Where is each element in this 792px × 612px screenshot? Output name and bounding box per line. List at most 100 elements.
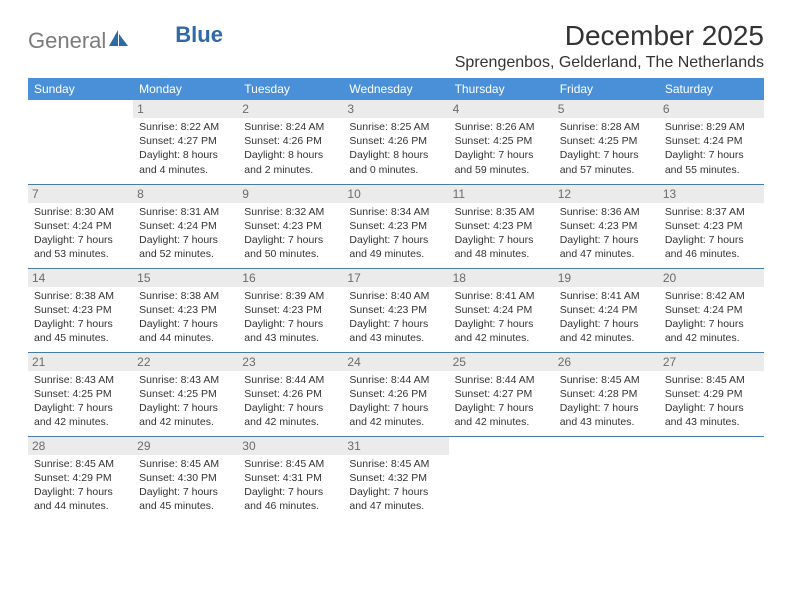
daylight-text: Daylight: 7 hours and 42 minutes.	[349, 401, 442, 429]
sunrise-text: Sunrise: 8:44 AM	[244, 373, 337, 387]
sunset-text: Sunset: 4:25 PM	[34, 387, 127, 401]
sunset-text: Sunset: 4:29 PM	[34, 471, 127, 485]
weekday-header: Wednesday	[343, 78, 448, 100]
sunrise-text: Sunrise: 8:39 AM	[244, 289, 337, 303]
sunrise-text: Sunrise: 8:32 AM	[244, 205, 337, 219]
day-number: 11	[449, 185, 554, 203]
calendar-day-cell: 18Sunrise: 8:41 AMSunset: 4:24 PMDayligh…	[449, 268, 554, 352]
calendar-day-cell: 21Sunrise: 8:43 AMSunset: 4:25 PMDayligh…	[28, 352, 133, 436]
daylight-text: Daylight: 7 hours and 43 minutes.	[349, 317, 442, 345]
sunrise-text: Sunrise: 8:41 AM	[560, 289, 653, 303]
calendar-day-cell: 16Sunrise: 8:39 AMSunset: 4:23 PMDayligh…	[238, 268, 343, 352]
sunrise-text: Sunrise: 8:34 AM	[349, 205, 442, 219]
daylight-text: Daylight: 7 hours and 46 minutes.	[244, 485, 337, 513]
day-number: 19	[554, 269, 659, 287]
calendar-day-cell: 2Sunrise: 8:24 AMSunset: 4:26 PMDaylight…	[238, 100, 343, 184]
calendar-day-cell: 12Sunrise: 8:36 AMSunset: 4:23 PMDayligh…	[554, 184, 659, 268]
daylight-text: Daylight: 7 hours and 43 minutes.	[560, 401, 653, 429]
day-number: 1	[133, 100, 238, 118]
sunrise-text: Sunrise: 8:26 AM	[455, 120, 548, 134]
day-details: Sunrise: 8:45 AMSunset: 4:29 PMDaylight:…	[665, 373, 758, 430]
day-details: Sunrise: 8:35 AMSunset: 4:23 PMDaylight:…	[455, 205, 548, 262]
sunset-text: Sunset: 4:28 PM	[560, 387, 653, 401]
calendar-day-cell: 24Sunrise: 8:44 AMSunset: 4:26 PMDayligh…	[343, 352, 448, 436]
calendar-day-cell: 17Sunrise: 8:40 AMSunset: 4:23 PMDayligh…	[343, 268, 448, 352]
calendar-day-cell	[554, 436, 659, 520]
day-details: Sunrise: 8:31 AMSunset: 4:24 PMDaylight:…	[139, 205, 232, 262]
sunrise-text: Sunrise: 8:45 AM	[34, 457, 127, 471]
daylight-text: Daylight: 7 hours and 49 minutes.	[349, 233, 442, 261]
sunset-text: Sunset: 4:25 PM	[455, 134, 548, 148]
weekday-header: Sunday	[28, 78, 133, 100]
day-number: 17	[343, 269, 448, 287]
calendar-week-row: 1 Sunrise: 8:22 AMSunset: 4:27 PMDaylight…	[28, 100, 764, 184]
day-details: Sunrise: 8:28 AMSunset: 4:25 PMDaylight:…	[560, 120, 653, 177]
sunset-text: Sunset: 4:25 PM	[560, 134, 653, 148]
sunrise-text: Sunrise: 8:37 AM	[665, 205, 758, 219]
logo: General Blue	[28, 20, 223, 54]
calendar-day-cell: 31Sunrise: 8:45 AMSunset: 4:32 PMDayligh…	[343, 436, 448, 520]
sunset-text: Sunset: 4:31 PM	[244, 471, 337, 485]
daylight-text: Daylight: 8 hours and 0 minutes.	[349, 148, 442, 176]
sunset-text: Sunset: 4:24 PM	[665, 303, 758, 317]
calendar-day-cell: 22Sunrise: 8:43 AMSunset: 4:25 PMDayligh…	[133, 352, 238, 436]
day-details: Sunrise: 8:41 AMSunset: 4:24 PMDaylight:…	[560, 289, 653, 346]
sunrise-text: Sunrise: 8:29 AM	[665, 120, 758, 134]
calendar-day-cell: 29Sunrise: 8:45 AMSunset: 4:30 PMDayligh…	[133, 436, 238, 520]
day-number: 8	[133, 185, 238, 203]
day-number: 27	[659, 353, 764, 371]
sunset-text: Sunset: 4:24 PM	[34, 219, 127, 233]
sunrise-text: Sunrise: 8:38 AM	[34, 289, 127, 303]
logo-part1: General	[28, 28, 106, 54]
sunrise-text: Sunrise: 8:45 AM	[349, 457, 442, 471]
page-title: December 2025	[455, 20, 764, 52]
daylight-text: Daylight: 7 hours and 43 minutes.	[244, 317, 337, 345]
logo-part2: Blue	[175, 22, 223, 48]
day-number: 5	[554, 100, 659, 118]
daylight-text: Daylight: 7 hours and 42 minutes.	[455, 317, 548, 345]
day-details: Sunrise: 8:22 AMSunset: 4:27 PMDaylight:…	[139, 120, 232, 177]
sunrise-text: Sunrise: 8:45 AM	[244, 457, 337, 471]
sunrise-text: Sunrise: 8:40 AM	[349, 289, 442, 303]
daylight-text: Daylight: 7 hours and 47 minutes.	[560, 233, 653, 261]
daylight-text: Daylight: 7 hours and 53 minutes.	[34, 233, 127, 261]
day-number: 22	[133, 353, 238, 371]
day-details: Sunrise: 8:38 AMSunset: 4:23 PMDaylight:…	[139, 289, 232, 346]
calendar-week-row: 14Sunrise: 8:38 AMSunset: 4:23 PMDayligh…	[28, 268, 764, 352]
sunset-text: Sunset: 4:23 PM	[349, 219, 442, 233]
day-details: Sunrise: 8:24 AMSunset: 4:26 PMDaylight:…	[244, 120, 337, 177]
day-details: Sunrise: 8:25 AMSunset: 4:26 PMDaylight:…	[349, 120, 442, 177]
calendar-day-cell: 6Sunrise: 8:29 AMSunset: 4:24 PMDaylight…	[659, 100, 764, 184]
day-details: Sunrise: 8:44 AMSunset: 4:26 PMDaylight:…	[349, 373, 442, 430]
day-details: Sunrise: 8:30 AMSunset: 4:24 PMDaylight:…	[34, 205, 127, 262]
calendar-day-cell: 30Sunrise: 8:45 AMSunset: 4:31 PMDayligh…	[238, 436, 343, 520]
calendar-week-row: 28Sunrise: 8:45 AMSunset: 4:29 PMDayligh…	[28, 436, 764, 520]
calendar-day-cell: 14Sunrise: 8:38 AMSunset: 4:23 PMDayligh…	[28, 268, 133, 352]
day-details: Sunrise: 8:34 AMSunset: 4:23 PMDaylight:…	[349, 205, 442, 262]
sunrise-text: Sunrise: 8:24 AM	[244, 120, 337, 134]
weekday-header: Friday	[554, 78, 659, 100]
sunrise-text: Sunrise: 8:35 AM	[455, 205, 548, 219]
day-details: Sunrise: 8:44 AMSunset: 4:26 PMDaylight:…	[244, 373, 337, 430]
daylight-text: Daylight: 7 hours and 42 minutes.	[560, 317, 653, 345]
daylight-text: Daylight: 7 hours and 59 minutes.	[455, 148, 548, 176]
sunset-text: Sunset: 4:24 PM	[665, 134, 758, 148]
day-number: 23	[238, 353, 343, 371]
day-details: Sunrise: 8:45 AMSunset: 4:29 PMDaylight:…	[34, 457, 127, 514]
day-details: Sunrise: 8:36 AMSunset: 4:23 PMDaylight:…	[560, 205, 653, 262]
calendar-day-cell: 10 Sunrise: 8:34 AMSunset: 4:23 PMDayligh…	[343, 184, 448, 268]
calendar-day-cell: 25Sunrise: 8:44 AMSunset: 4:27 PMDayligh…	[449, 352, 554, 436]
day-number: 10	[343, 185, 448, 203]
day-details: Sunrise: 8:45 AMSunset: 4:32 PMDaylight:…	[349, 457, 442, 514]
calendar-table: Sunday Monday Tuesday Wednesday Thursday…	[28, 78, 764, 520]
calendar-day-cell	[449, 436, 554, 520]
day-number: 15	[133, 269, 238, 287]
daylight-text: Daylight: 7 hours and 44 minutes.	[139, 317, 232, 345]
calendar-day-cell: 13Sunrise: 8:37 AMSunset: 4:23 PMDayligh…	[659, 184, 764, 268]
sunrise-text: Sunrise: 8:25 AM	[349, 120, 442, 134]
sunrise-text: Sunrise: 8:45 AM	[560, 373, 653, 387]
daylight-text: Daylight: 7 hours and 55 minutes.	[665, 148, 758, 176]
sunrise-text: Sunrise: 8:36 AM	[560, 205, 653, 219]
sunset-text: Sunset: 4:24 PM	[560, 303, 653, 317]
calendar-day-cell: 5 Sunrise: 8:28 AMSunset: 4:25 PMDaylight…	[554, 100, 659, 184]
